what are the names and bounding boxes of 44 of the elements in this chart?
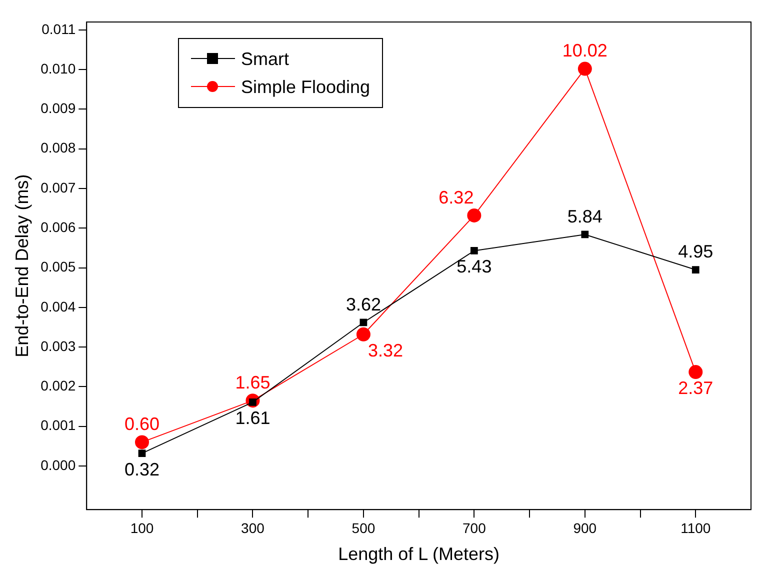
point [138,450,146,457]
point [581,230,589,238]
x-axis-title: Length of L (Meters) [338,544,500,564]
annotation: 0.60 [124,414,160,434]
y-tick-label: 0.011 [42,20,76,37]
x-tick-label: 100 [130,520,154,536]
y-tick-label: 0.004 [40,298,76,314]
point [688,365,703,380]
y-tick-label: 0.000 [40,456,76,473]
y-tick-label: 0.006 [40,219,76,235]
y-tick-label: 0.003 [40,338,76,354]
annotation: 10.02 [562,40,608,61]
annotation: 4.95 [678,242,714,262]
y-tick-label: 0.005 [40,258,76,275]
y-tick-label: 0.008 [40,140,76,156]
point [578,62,592,76]
annotation: 3.62 [346,294,381,314]
x-tick-label: 500 [352,520,376,536]
y-axis-title: End-to-End Delay (ms) [12,174,32,358]
x-tick-label: 900 [573,520,597,536]
legend-label: Smart [241,48,290,71]
point [467,208,482,222]
point [356,327,370,342]
annotation: 2.37 [678,378,714,398]
annotation: 6.32 [438,187,474,208]
annotation: 3.32 [368,340,403,360]
point [470,247,478,254]
point [692,266,700,274]
annotation: 1.61 [235,408,270,428]
y-tick-label: 0.002 [40,378,76,394]
y-tick-label: 0.007 [40,179,76,196]
point [135,435,149,450]
annotation: 5.43 [456,256,492,277]
x-tick-label: 700 [462,520,486,536]
annotation: 5.84 [567,206,602,226]
annotation: 0.32 [124,459,160,480]
point [360,318,368,326]
x-tick-label: 300 [241,520,265,536]
y-tick-label: 0.010 [40,60,76,76]
y-tick-label: 0.009 [40,100,76,116]
y-tick-label: 0.001 [40,417,76,434]
legend-label: Simple Flooding [241,76,370,99]
x-tick-label: 1100 [680,520,711,536]
annotation: 1.65 [235,372,270,393]
